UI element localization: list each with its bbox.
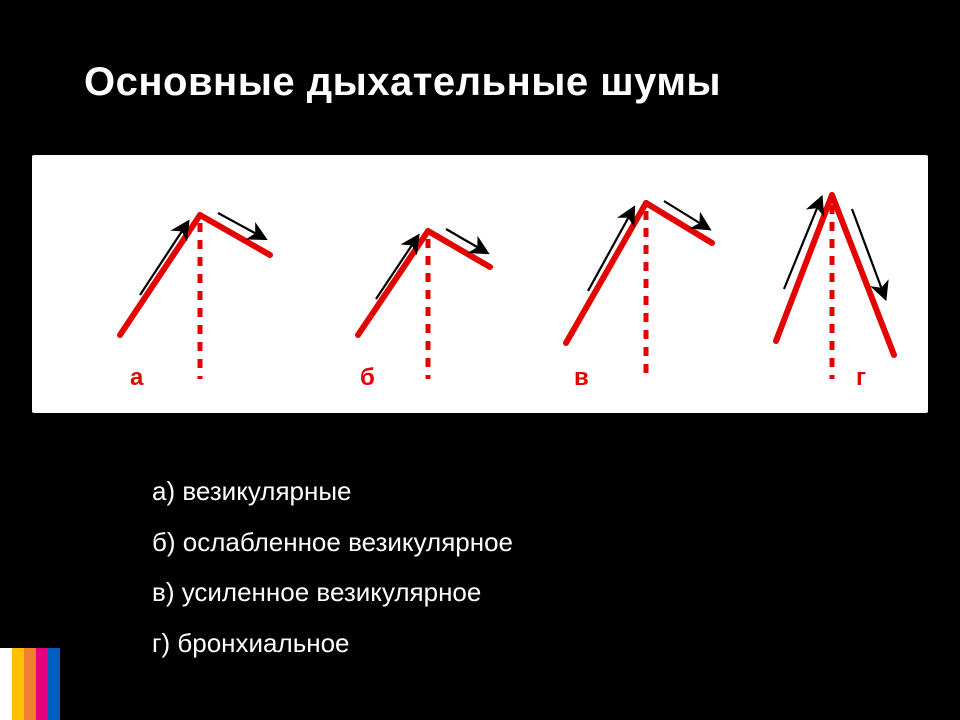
legend-item: в) усиленное везикулярное	[152, 567, 513, 618]
direction-arrow-inhale	[376, 239, 416, 299]
accent-stripe-segment	[12, 648, 24, 720]
waveform-upstroke	[776, 195, 832, 341]
direction-arrow-inhale	[588, 211, 632, 291]
figure-label: г	[856, 364, 866, 391]
direction-arrow-exhale	[218, 213, 262, 237]
slide: Основные дыхательные шумы а б в г а) везику…	[0, 0, 960, 720]
waveform-upstroke	[566, 203, 646, 343]
direction-arrow-inhale	[140, 225, 186, 295]
accent-stripe-segment	[24, 648, 36, 720]
waveform-upstroke	[120, 215, 200, 335]
accent-stripe-segment	[0, 648, 12, 720]
figure-label: б	[360, 364, 375, 391]
legend: а) везикулярные б) ослабленное везикуляр…	[152, 466, 513, 669]
legend-item: г) бронхиальное	[152, 618, 513, 669]
slide-title: Основные дыхательные шумы	[84, 60, 721, 105]
waveform-downstroke	[832, 195, 894, 355]
waveform-upstroke	[358, 231, 428, 335]
figure-label: в	[574, 364, 589, 391]
accent-stripe-segment	[48, 648, 60, 720]
figure-label: а	[130, 364, 144, 391]
diagram-panel: а б в г	[32, 155, 928, 413]
accent-stripe-segment	[36, 648, 48, 720]
legend-item: а) везикулярные	[152, 466, 513, 517]
legend-item: б) ослабленное везикулярное	[152, 517, 513, 568]
accent-stripe	[0, 648, 60, 720]
direction-arrow-exhale	[664, 201, 706, 227]
breath-sounds-figure: а б в г	[32, 155, 928, 413]
